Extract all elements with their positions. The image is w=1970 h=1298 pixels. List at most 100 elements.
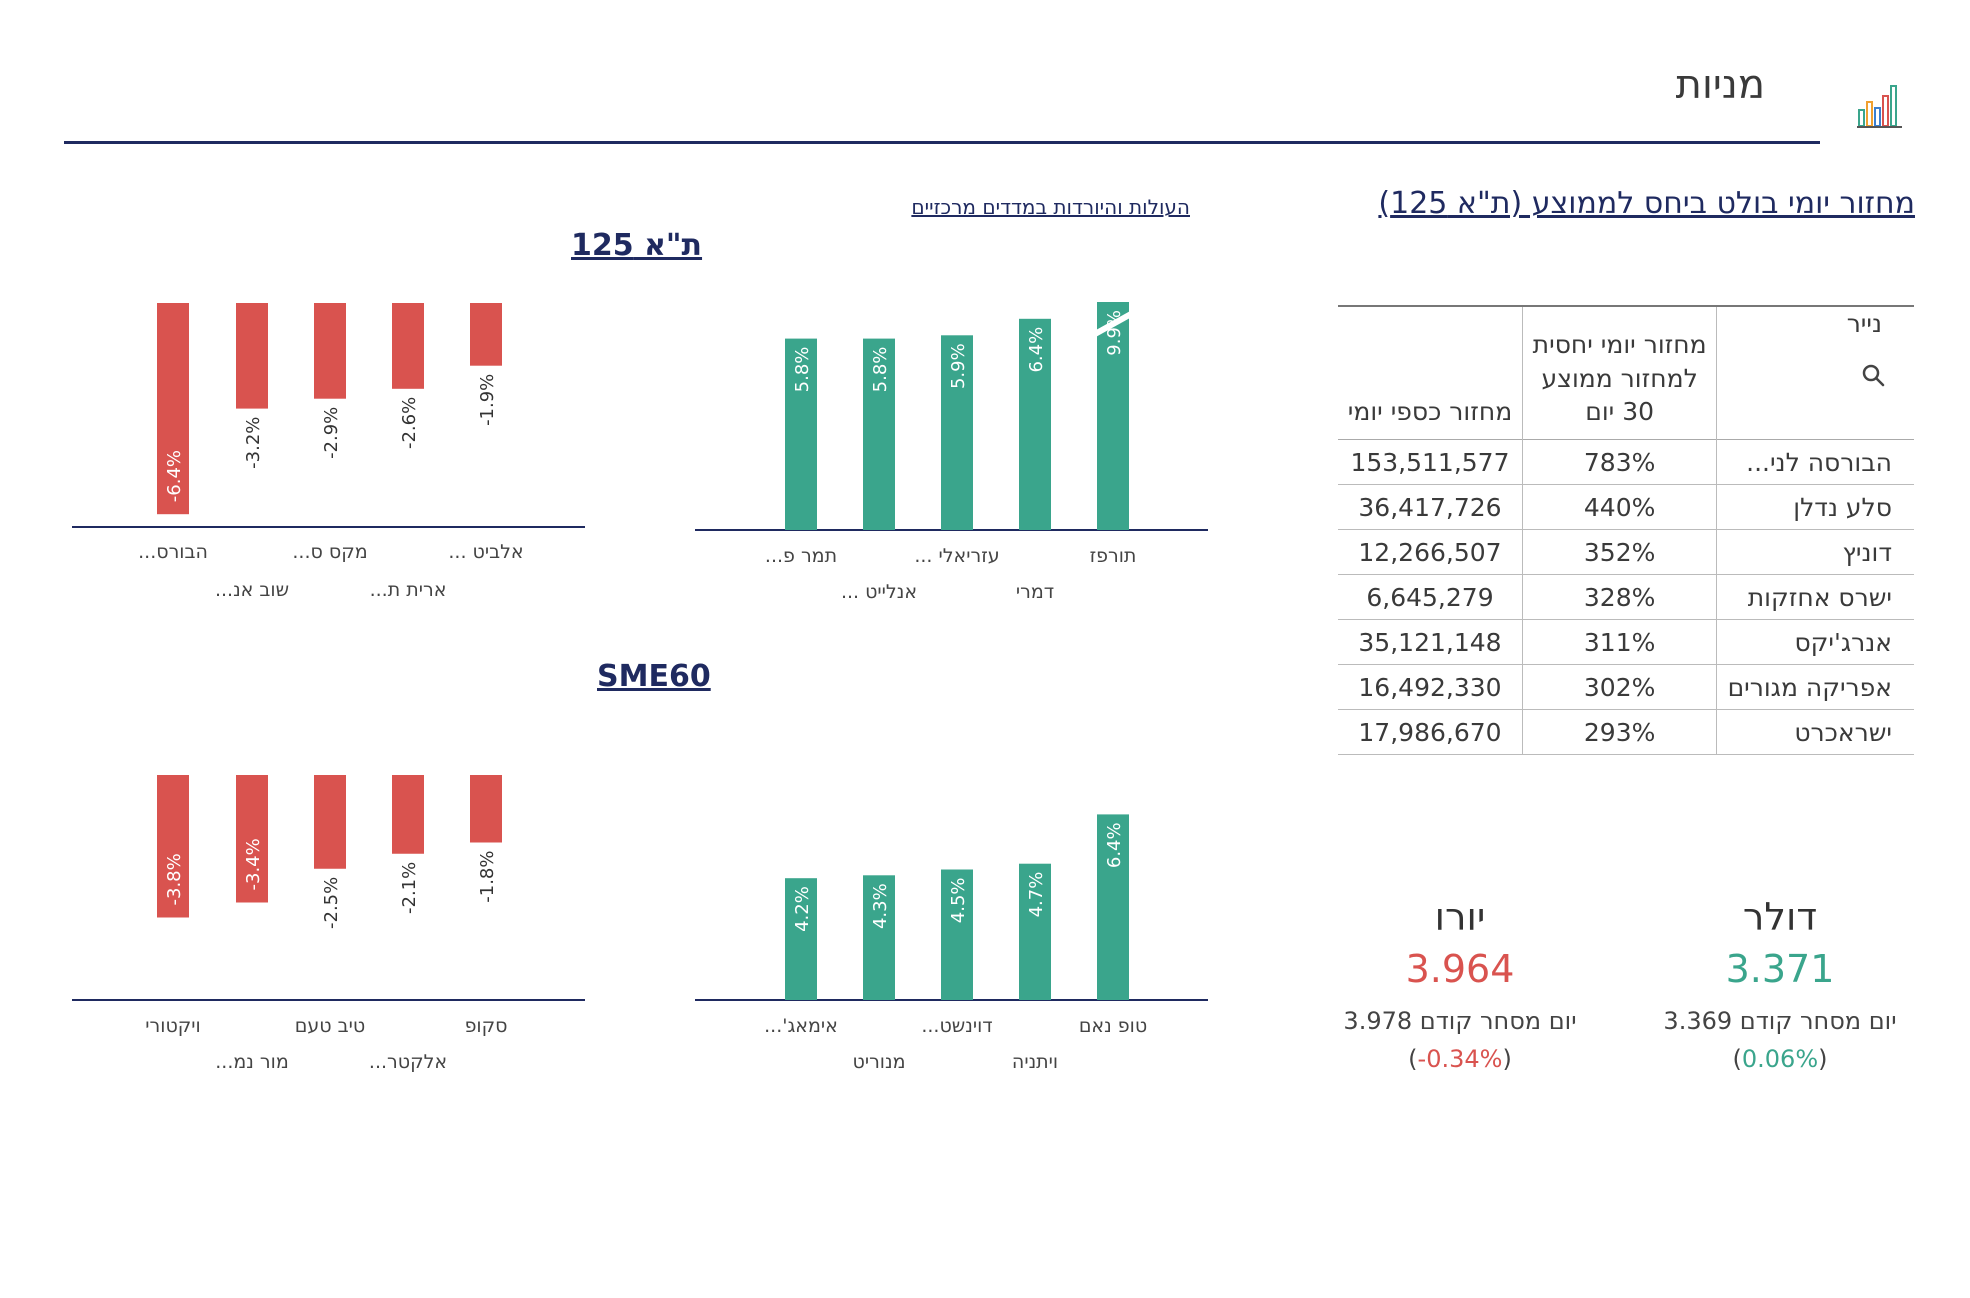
bar-category-label: מקס ס...: [292, 541, 367, 563]
chart-bar[interactable]: [1019, 318, 1051, 530]
chart-bar[interactable]: [157, 303, 189, 515]
bar-category-label: ויקטורי: [145, 1015, 200, 1037]
column-header-name[interactable]: נייר: [1717, 306, 1914, 440]
cell-relative: 440%: [1522, 484, 1718, 530]
chart-bar[interactable]: [941, 869, 973, 1001]
cell-cash: 12,266,507: [1338, 529, 1523, 575]
cell-cash: 153,511,577: [1338, 439, 1523, 485]
cell-name: דוניץ: [1716, 529, 1914, 575]
bar-category-label: תורפז: [1090, 545, 1137, 567]
chart-bar[interactable]: [314, 303, 346, 399]
bar-value-label: -3.2%: [243, 417, 264, 469]
currency-rate: 3.371: [1725, 947, 1835, 991]
bar-category-label: מנוריט: [853, 1051, 906, 1073]
rate-change: (0.06%): [1732, 1045, 1828, 1073]
cell-name: סלע נדלן: [1716, 484, 1914, 530]
cell-cash: 6,645,279: [1338, 574, 1523, 620]
previous-day-label: יום מסחר קודם: [1739, 1007, 1897, 1035]
chart-bar[interactable]: [392, 303, 424, 389]
chart-bar[interactable]: [314, 775, 346, 869]
bar-category-label: עזריאלי ...: [914, 545, 999, 567]
page-title: מניות: [1675, 62, 1765, 108]
previous-day-value: 3.978: [1343, 1007, 1413, 1035]
column-header-relative[interactable]: מחזור יומי יחסית למחזור ממוצע 30 יום: [1522, 306, 1718, 440]
bar-category-label: מור נמ...: [215, 1051, 288, 1073]
bar-category-label: ויתניה: [1012, 1051, 1058, 1073]
table-row[interactable]: סלע נדלן 440% 36,417,726: [1338, 484, 1914, 530]
bar-value-label: -2.5%: [321, 877, 342, 929]
chart-bar[interactable]: [1097, 814, 1129, 1000]
bar-break-mark: [1093, 311, 1133, 337]
bar-category-label: טיב טעם: [295, 1015, 365, 1037]
table-row[interactable]: אפריקה מגורים 302% 16,492,330: [1338, 664, 1914, 710]
cell-relative: 328%: [1522, 574, 1718, 620]
chart-bar[interactable]: [470, 303, 502, 366]
bar-value-label: -1.8%: [477, 851, 498, 903]
cell-name: אנרג'יקס: [1716, 619, 1914, 665]
previous-day-label: יום מסחר קודם: [1419, 1007, 1577, 1035]
daily-turnover-link[interactable]: מחזור יומי בולט ביחס לממוצע (ת"א 125): [1378, 186, 1915, 221]
bar-value-label: 6.4%: [1104, 822, 1125, 868]
bar-value-label: 6.4%: [1026, 327, 1047, 373]
bar-value-label: 9.9%: [1104, 310, 1125, 356]
chart-title-sme60[interactable]: SME60: [597, 659, 711, 694]
table-row[interactable]: ישרס אחזקות 328% 6,645,279: [1338, 574, 1914, 620]
column-header-cash[interactable]: מחזור כספי יומי: [1338, 306, 1523, 440]
rate-change-value: 0.34%-: [1417, 1045, 1503, 1073]
bar-value-label: -3.4%: [243, 838, 264, 890]
table-row[interactable]: הבורסה לני... 783% 153,511,577: [1338, 439, 1914, 485]
chart-bar[interactable]: [392, 775, 424, 854]
currency-name: דולר: [1742, 895, 1818, 939]
bar-value-label: 5.8%: [792, 347, 813, 393]
bar-chart-2: 6.4% טופ נאם 4.7% ויתניה 4.5% דוינשט... 4.3% מנ…: [695, 814, 1208, 1073]
bar-category-label: אלקטר...: [369, 1051, 447, 1073]
chart-bar[interactable]: [236, 775, 268, 903]
cell-relative: 302%: [1522, 664, 1718, 710]
table-row[interactable]: דוניץ 352% 12,266,507: [1338, 529, 1914, 575]
chart-bar[interactable]: [863, 875, 895, 1000]
chart-bar[interactable]: [941, 335, 973, 530]
bar-category-label: אימאג'...: [764, 1015, 838, 1037]
chart-bar[interactable]: [236, 303, 268, 409]
bar-value-label: -2.1%: [399, 862, 420, 914]
bar-chart-icon: [1857, 85, 1902, 128]
table-row[interactable]: ישראכרט 293% 17,986,670: [1338, 709, 1914, 755]
rate-change-value: 0.06%: [1741, 1045, 1819, 1073]
chart-bar[interactable]: [1097, 302, 1129, 530]
cell-name: אפריקה מגורים: [1716, 664, 1914, 710]
bar-value-label: 4.7%: [1026, 872, 1047, 918]
cell-cash: 35,121,148: [1338, 619, 1523, 665]
table-header-row: נייר מחזור יומי יחסית למחזור ממוצע 30 יו…: [1338, 306, 1914, 440]
chart-title-ta125[interactable]: ת"א 125: [571, 228, 703, 263]
chart-bar[interactable]: [470, 775, 502, 843]
chart-bar[interactable]: [157, 775, 189, 918]
bar-category-label: דמרי: [1016, 581, 1054, 603]
search-icon[interactable]: [1860, 362, 1886, 388]
bar-value-label: -1.9%: [477, 374, 498, 426]
currency-dollar: דולר 3.371 יום מסחר קודם 3.369 (0.06%): [1630, 895, 1930, 1073]
cell-cash: 36,417,726: [1338, 484, 1523, 530]
previous-day-value: 3.369: [1663, 1007, 1733, 1035]
chart-bar[interactable]: [863, 338, 895, 530]
cell-cash: 16,492,330: [1338, 664, 1523, 710]
bar-chart-3: -1.8% סקופ -2.1% אלקטר... -2.5% טיב טעם -3.4% מ…: [72, 775, 585, 1073]
rate-change: (0.34%-): [1408, 1045, 1512, 1073]
currency-rate: 3.964: [1405, 947, 1515, 991]
bar-value-label: 4.2%: [792, 886, 813, 932]
cell-relative: 783%: [1522, 439, 1718, 485]
table-row[interactable]: אנרג'יקס 311% 35,121,148: [1338, 619, 1914, 665]
bar-category-label: טופ נאם: [1079, 1015, 1147, 1037]
turnover-table: נייר מחזור יומי יחסית למחזור ממוצע 30 יו…: [1338, 305, 1914, 755]
bar-category-label: ארית ת...: [370, 579, 447, 601]
cell-cash: 17,986,670: [1338, 709, 1523, 755]
bar-value-label: -3.8%: [164, 853, 185, 905]
chart-bar[interactable]: [785, 338, 817, 530]
bar-category-label: תמר פ...: [765, 545, 837, 567]
header-divider: [64, 141, 1820, 144]
chart-bar[interactable]: [785, 878, 817, 1000]
chart-bar[interactable]: [1019, 863, 1051, 1000]
indices-gainers-losers-link[interactable]: העולות והיורדות במדדים מרכזיים: [911, 195, 1190, 219]
bar-category-label: הבורס...: [138, 541, 208, 563]
bar-value-label: -2.6%: [399, 397, 420, 449]
